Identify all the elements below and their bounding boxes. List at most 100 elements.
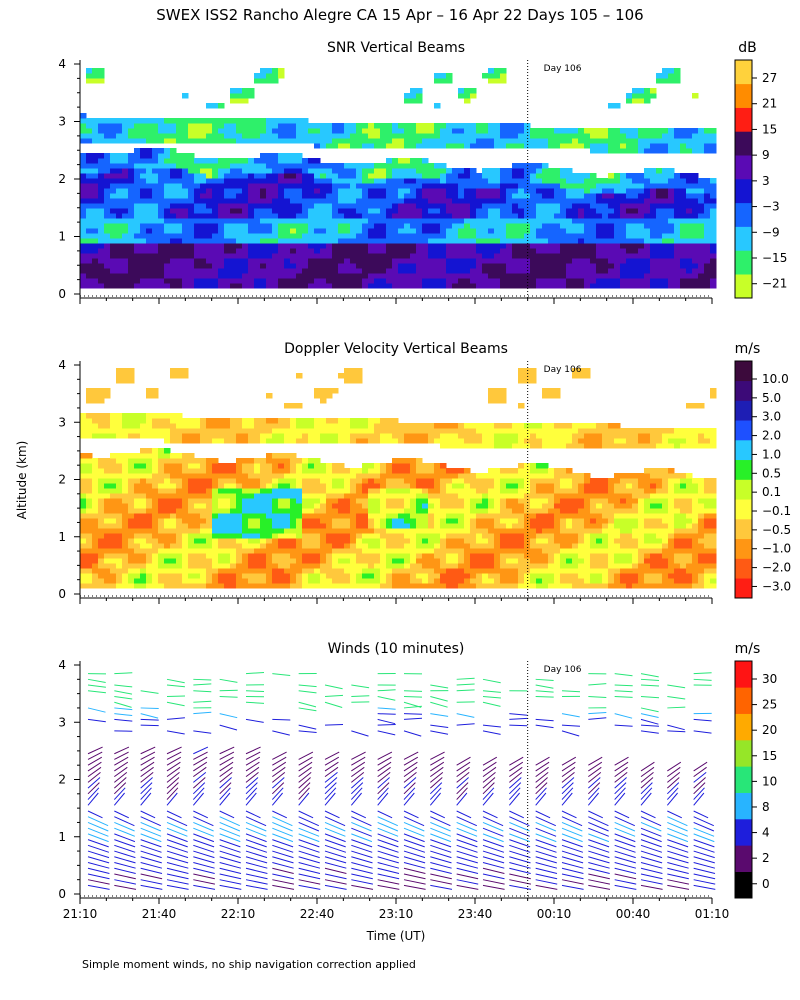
heatmap-cell: [362, 503, 369, 509]
heatmap-cell: [368, 268, 375, 274]
heatmap-cell: [476, 193, 483, 199]
heatmap-cell: [134, 538, 141, 544]
heatmap-cell: [80, 558, 87, 564]
heatmap-cell: [380, 223, 387, 229]
heatmap-cell: [272, 483, 279, 489]
heatmap-cell: [302, 483, 309, 489]
heatmap-cell: [392, 248, 399, 254]
heatmap-cell: [158, 428, 165, 434]
heatmap-cell: [512, 278, 519, 284]
heatmap-cell: [464, 258, 471, 264]
heatmap-cell: [386, 138, 393, 144]
heatmap-cell: [710, 273, 717, 279]
heatmap-cell: [260, 548, 267, 554]
heatmap-cell: [218, 558, 225, 564]
heatmap-cell: [122, 498, 129, 504]
heatmap-cell: [596, 188, 603, 194]
heatmap-cell: [338, 523, 345, 529]
heatmap-cell: [404, 183, 411, 189]
heatmap-cell: [146, 493, 153, 499]
heatmap-cell: [494, 133, 501, 139]
heatmap-cell: [470, 258, 477, 264]
heatmap-cell: [410, 93, 417, 99]
heatmap-cell: [254, 223, 261, 229]
heatmap-cell: [578, 248, 585, 254]
heatmap-cell: [338, 123, 345, 129]
heatmap-cell: [284, 128, 291, 134]
heatmap-cell: [290, 503, 297, 509]
heatmap-cell: [548, 208, 555, 214]
heatmap-cell: [302, 578, 309, 584]
heatmap-cell: [242, 543, 249, 549]
heatmap-cell: [170, 228, 177, 234]
heatmap-cell: [152, 193, 159, 199]
heatmap-cell: [680, 248, 687, 254]
heatmap-cell: [500, 218, 507, 224]
heatmap-cell: [200, 198, 207, 204]
heatmap-cell: [386, 188, 393, 194]
heatmap-cell: [122, 488, 129, 494]
heatmap-cell: [290, 128, 297, 134]
heatmap-cell: [110, 493, 117, 499]
heatmap-cell: [140, 488, 147, 494]
heatmap-cell: [122, 418, 129, 424]
heatmap-cell: [164, 448, 171, 454]
heatmap-cell: [548, 253, 555, 259]
heatmap-cell: [236, 558, 243, 564]
heatmap-cell: [140, 423, 147, 429]
heatmap-cell: [314, 233, 321, 239]
heatmap-cell: [440, 198, 447, 204]
heatmap-cell: [188, 168, 195, 174]
heatmap-cell: [176, 263, 183, 269]
heatmap-cell: [122, 493, 129, 499]
heatmap-cell: [368, 568, 375, 574]
heatmap-cell: [224, 163, 231, 169]
heatmap-cell: [194, 248, 201, 254]
heatmap-cell: [698, 208, 705, 214]
heatmap-cell: [644, 273, 651, 279]
heatmap-cell: [236, 473, 243, 479]
heatmap-cell: [326, 193, 333, 199]
heatmap-cell: [308, 158, 315, 164]
heatmap-cell: [476, 233, 483, 239]
heatmap-cell: [98, 273, 105, 279]
heatmap-cell: [86, 173, 93, 179]
heatmap-cell: [248, 173, 255, 179]
heatmap-cell: [512, 203, 519, 209]
heatmap-cell: [290, 453, 297, 459]
heatmap-cell: [512, 248, 519, 254]
heatmap-cell: [86, 228, 93, 234]
heatmap-cell: [326, 133, 333, 139]
heatmap-cell: [302, 168, 309, 174]
heatmap-cell: [458, 178, 465, 184]
heatmap-cell: [332, 528, 339, 534]
heatmap-cell: [560, 223, 567, 229]
heatmap-cell: [434, 208, 441, 214]
heatmap-cell: [668, 68, 675, 74]
heatmap-cell: [326, 388, 333, 394]
heatmap-cell: [446, 248, 453, 254]
heatmap-cell: [146, 583, 153, 589]
heatmap-cell: [584, 138, 591, 144]
heatmap-cell: [530, 143, 537, 149]
heatmap-cell: [98, 423, 105, 429]
heatmap-cell: [614, 243, 621, 249]
heatmap-cell: [230, 428, 237, 434]
heatmap-cell: [146, 488, 153, 494]
heatmap-cell: [638, 273, 645, 279]
heatmap-cell: [320, 543, 327, 549]
heatmap-cell: [116, 373, 123, 379]
heatmap-cell: [140, 578, 147, 584]
heatmap-cell: [296, 168, 303, 174]
heatmap-cell: [98, 163, 105, 169]
heatmap-cell: [710, 143, 717, 149]
heatmap-cell: [164, 238, 171, 244]
heatmap-cell: [356, 583, 363, 589]
heatmap-cell: [368, 493, 375, 499]
heatmap-cell: [278, 468, 285, 474]
heatmap-cell: [158, 518, 165, 524]
heatmap-cell: [602, 223, 609, 229]
heatmap-cell: [98, 138, 105, 144]
heatmap-cell: [242, 573, 249, 579]
heatmap-cell: [602, 238, 609, 244]
